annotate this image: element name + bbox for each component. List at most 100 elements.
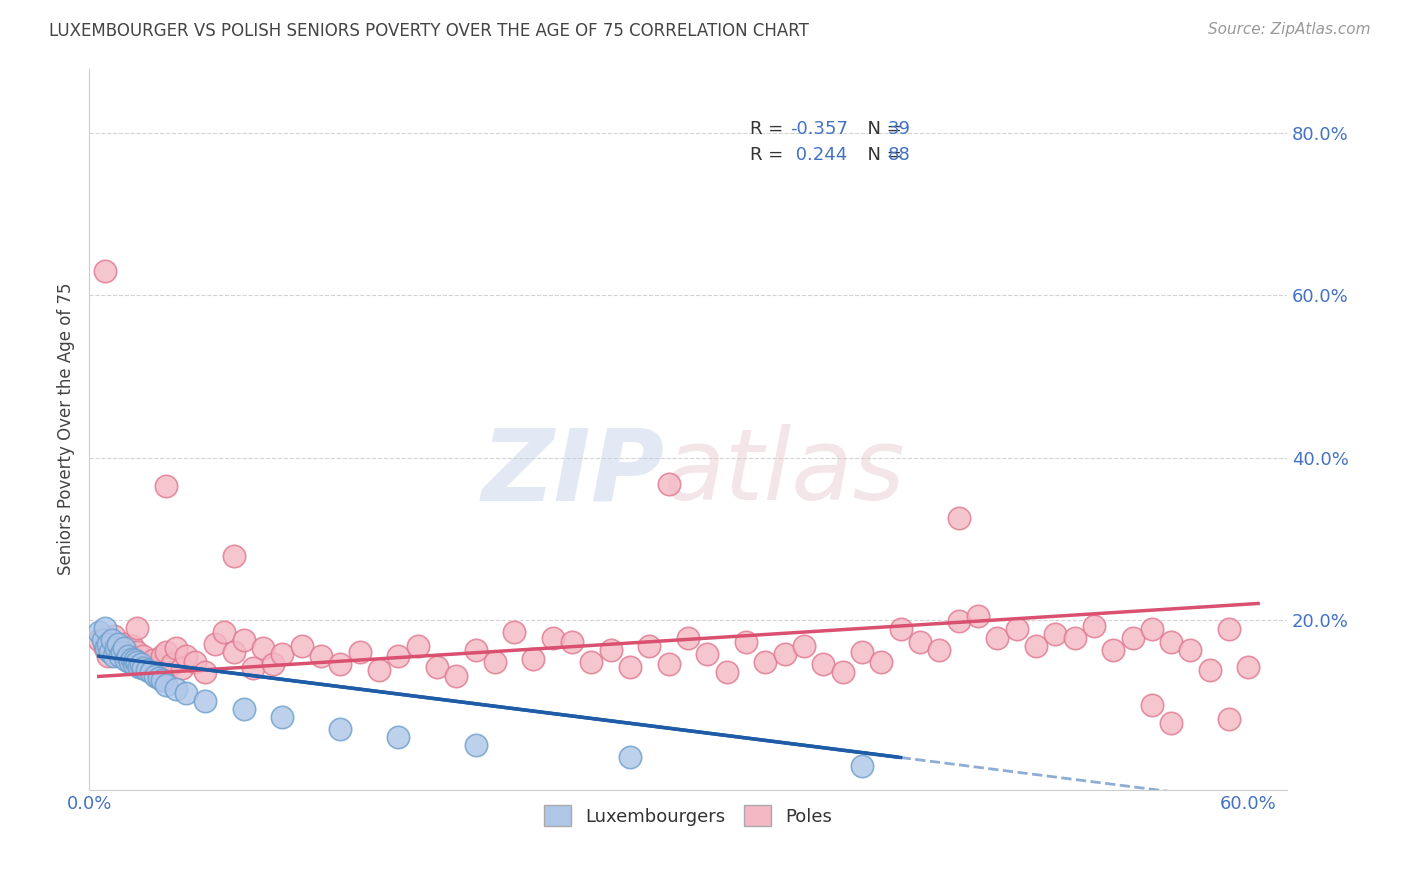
Point xyxy=(1160,635,1182,649)
Point xyxy=(152,673,174,688)
Legend: Luxembourgers, Poles: Luxembourgers, Poles xyxy=(536,796,841,835)
Point xyxy=(103,629,125,643)
Point xyxy=(91,632,114,647)
Text: atlas: atlas xyxy=(664,424,905,521)
Point xyxy=(484,655,506,669)
Point xyxy=(118,655,141,669)
Point xyxy=(793,639,815,653)
Point xyxy=(232,632,254,647)
Text: LUXEMBOURGER VS POLISH SENIORS POVERTY OVER THE AGE OF 75 CORRELATION CHART: LUXEMBOURGER VS POLISH SENIORS POVERTY O… xyxy=(49,22,808,40)
Text: 88: 88 xyxy=(889,146,911,164)
Point xyxy=(1102,643,1125,657)
Point xyxy=(464,739,486,753)
Point xyxy=(367,663,389,677)
Point xyxy=(127,621,149,635)
Point xyxy=(136,663,159,677)
Text: -0.357: -0.357 xyxy=(790,120,848,137)
Point xyxy=(444,669,467,683)
Point xyxy=(122,657,145,672)
Point xyxy=(581,655,603,669)
Point xyxy=(406,639,429,653)
Point xyxy=(103,649,125,664)
Text: ZIP: ZIP xyxy=(481,424,664,521)
Point xyxy=(329,722,352,736)
Point xyxy=(561,635,583,649)
Point xyxy=(97,637,120,651)
Point xyxy=(773,647,796,661)
Point xyxy=(271,710,294,724)
Point xyxy=(87,632,110,647)
Text: Source: ZipAtlas.com: Source: ZipAtlas.com xyxy=(1208,22,1371,37)
Point xyxy=(98,645,121,659)
Point xyxy=(541,631,564,645)
Point xyxy=(114,653,136,667)
Point xyxy=(93,621,115,635)
Point xyxy=(107,637,129,651)
Point xyxy=(948,511,970,525)
Point xyxy=(676,631,699,645)
Point xyxy=(928,643,950,657)
Point xyxy=(121,639,143,653)
Point xyxy=(112,637,135,651)
Point xyxy=(1140,623,1163,637)
Point xyxy=(97,649,120,664)
Point xyxy=(152,649,174,664)
Point xyxy=(948,615,970,629)
Point xyxy=(1180,643,1202,657)
Point xyxy=(117,649,139,664)
Point xyxy=(165,641,187,656)
Point xyxy=(184,655,207,669)
Point xyxy=(658,657,681,672)
Point xyxy=(1218,623,1240,637)
Point xyxy=(464,643,486,657)
Point xyxy=(1160,716,1182,731)
Point xyxy=(735,635,758,649)
Point xyxy=(1083,619,1105,633)
Point xyxy=(908,635,931,649)
Point xyxy=(142,653,165,667)
Text: N =: N = xyxy=(856,120,907,137)
Point xyxy=(132,649,155,664)
Point xyxy=(754,655,776,669)
Point xyxy=(658,476,681,491)
Point xyxy=(87,624,110,639)
Point xyxy=(143,669,166,683)
Point xyxy=(101,632,124,647)
Point xyxy=(831,665,853,680)
Point xyxy=(165,681,187,696)
Point xyxy=(1121,631,1143,645)
Point xyxy=(132,661,155,675)
Point xyxy=(1140,698,1163,712)
Point xyxy=(291,639,314,653)
Point xyxy=(522,651,544,665)
Point xyxy=(851,758,873,772)
Point xyxy=(96,641,118,656)
Point xyxy=(503,624,526,639)
Point xyxy=(1025,639,1047,653)
Point xyxy=(1005,623,1028,637)
Point xyxy=(214,624,236,639)
Point xyxy=(1063,631,1085,645)
Point xyxy=(1218,712,1240,726)
Text: 0.244: 0.244 xyxy=(790,146,846,164)
Point xyxy=(619,750,641,764)
Point xyxy=(136,657,159,672)
Point xyxy=(105,641,128,656)
Point xyxy=(222,549,245,564)
Point xyxy=(426,659,449,673)
Point xyxy=(619,659,641,673)
Point xyxy=(108,649,131,664)
Point xyxy=(148,671,170,685)
Point xyxy=(127,655,149,669)
Point xyxy=(638,639,661,653)
Text: 39: 39 xyxy=(889,120,911,137)
Point xyxy=(986,631,1008,645)
Point xyxy=(349,645,371,659)
Point xyxy=(139,665,162,680)
Point xyxy=(117,649,139,664)
Point xyxy=(129,657,152,672)
Point xyxy=(204,637,226,651)
Point xyxy=(174,649,197,664)
Point xyxy=(174,686,197,700)
Point xyxy=(716,665,738,680)
